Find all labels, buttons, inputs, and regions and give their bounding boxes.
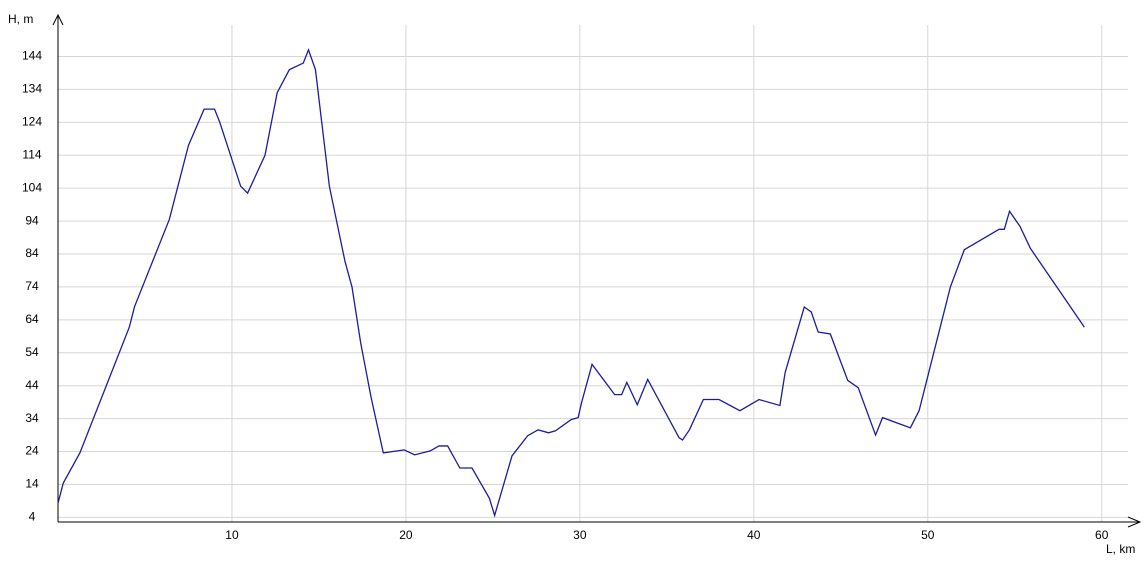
y-tick-label: 124 bbox=[22, 114, 42, 128]
y-tick-label: 94 bbox=[25, 213, 39, 227]
y-axis bbox=[52, 13, 64, 522]
x-axis bbox=[58, 516, 1142, 528]
y-tick-label: 64 bbox=[25, 312, 39, 326]
x-tick-label: 20 bbox=[399, 528, 413, 542]
x-tick-label: 10 bbox=[225, 528, 239, 542]
elevation-line bbox=[57, 48, 1085, 518]
y-tick-label: 104 bbox=[22, 180, 42, 194]
y-tick-label: 144 bbox=[22, 49, 42, 63]
x-tick-label: 60 bbox=[1095, 528, 1109, 542]
y-tick-label: 4 bbox=[29, 510, 36, 524]
y-tick-label: 74 bbox=[25, 279, 39, 293]
y-tick-label: 24 bbox=[25, 444, 39, 458]
y-tick-label: 34 bbox=[25, 411, 39, 425]
y-axis-label: H, m bbox=[8, 12, 33, 26]
x-axis-label: L, km bbox=[1106, 542, 1135, 556]
y-tick-label: 84 bbox=[25, 246, 39, 260]
x-tick-label: 50 bbox=[921, 528, 935, 542]
y-tick-label: 14 bbox=[25, 477, 39, 491]
y-tick-label: 44 bbox=[25, 378, 39, 392]
y-tick-label: 54 bbox=[25, 345, 39, 359]
y-tick-label: 114 bbox=[22, 147, 41, 161]
y-tick-label: 134 bbox=[22, 82, 42, 96]
x-tick-label: 40 bbox=[747, 528, 761, 542]
x-tick-label: 30 bbox=[573, 528, 587, 542]
